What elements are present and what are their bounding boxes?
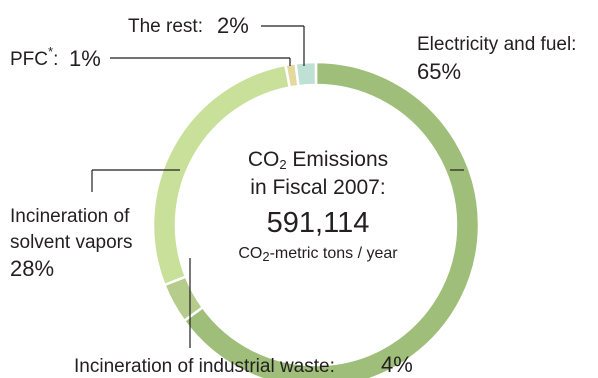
label-electricity-pct: 65% bbox=[417, 59, 461, 84]
label-industrial-waste-name: Incineration of industrial waste: bbox=[74, 356, 335, 377]
slice-the-rest bbox=[294, 60, 318, 88]
center-title-co: CO bbox=[248, 148, 280, 171]
label-solvent-line2: solvent vapors bbox=[10, 232, 133, 253]
center-total-value: 591,114 bbox=[267, 207, 370, 239]
center-unit-rest: -metric tons / year bbox=[270, 245, 399, 262]
label-solvent-line1: Incineration of bbox=[10, 206, 130, 227]
label-pfc-mark: * bbox=[48, 44, 53, 59]
donut-slices bbox=[151, 60, 481, 378]
center-unit-co: CO bbox=[238, 245, 262, 262]
label-solvent-pct: 28% bbox=[10, 256, 54, 281]
label-pfc-sep: : bbox=[53, 49, 58, 70]
label-electricity-name: Electricity and fuel: bbox=[417, 34, 576, 55]
slice-electricity-and-fuel bbox=[182, 60, 481, 378]
label-rest-name: The rest: bbox=[128, 16, 203, 37]
label-rest-pct: 2% bbox=[217, 13, 249, 38]
center-title-line2: in Fiscal 2007: bbox=[250, 176, 385, 199]
center-unit-sub: 2 bbox=[262, 249, 269, 264]
label-industrial-waste-pct: 4% bbox=[381, 352, 413, 377]
label-pfc: PFC*: bbox=[10, 44, 58, 70]
center-title-rest: Emissions bbox=[287, 148, 389, 171]
center-title-sub: 2 bbox=[279, 157, 286, 172]
center-unit: CO2-metric tons / year bbox=[238, 245, 398, 264]
center-title-line1: CO2 Emissions bbox=[248, 148, 388, 172]
label-pfc-name: PFC bbox=[10, 49, 48, 70]
label-pfc-pct: 1% bbox=[69, 46, 101, 71]
